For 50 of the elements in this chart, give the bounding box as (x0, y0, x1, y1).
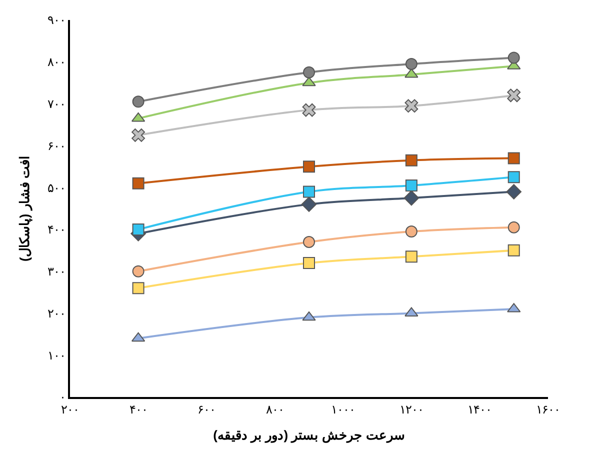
y-tick-label: ۸۰۰ (48, 55, 66, 70)
x-tick-label: ۴۰۰ (129, 402, 148, 416)
point (302, 76, 316, 86)
point (405, 58, 418, 70)
point (508, 171, 520, 184)
y-tick-label: ۶۰۰ (48, 138, 66, 153)
point (405, 154, 418, 166)
y-tick-label: ۹۰۰ (48, 13, 66, 28)
x-tick-label: ۱۴۰۰ (468, 402, 492, 416)
x-tick-label: ۲۰۰ (61, 402, 79, 416)
point (508, 221, 520, 234)
y-tick-label: ۰ (60, 390, 66, 404)
point (301, 196, 317, 212)
y-axis-title: افت فشار (پاسکال) (17, 156, 34, 262)
point (302, 103, 316, 117)
point (132, 265, 144, 278)
x-tick-label: ۱۰۰۰ (331, 402, 356, 416)
y-tick-label: ۳۰۰ (48, 264, 66, 279)
point (132, 96, 144, 108)
point (508, 244, 520, 256)
x-tick-label: ۶۰۰ (198, 402, 216, 416)
point (404, 68, 418, 78)
point (405, 226, 418, 238)
x-axis-title: سرعت جرخش بستر (دور بر دقیقه) (213, 428, 405, 444)
x-tick-label: ۱۶۰۰ (536, 402, 560, 416)
point (303, 160, 315, 173)
point (404, 190, 420, 206)
y-tick-label: ۵۰۰ (48, 180, 66, 195)
point (508, 52, 520, 64)
point (506, 184, 522, 200)
point (405, 250, 418, 263)
point (507, 88, 521, 102)
point (302, 311, 316, 321)
point (405, 179, 418, 192)
x-tick-label: ۱۲۰۰ (399, 402, 424, 416)
point (303, 236, 315, 248)
point (508, 152, 520, 164)
point (132, 128, 146, 142)
y-tick-label: ۴۰۰ (48, 222, 66, 237)
point (132, 177, 144, 190)
point (132, 223, 144, 236)
point (303, 186, 315, 198)
point (132, 282, 144, 294)
y-tick-label: ۱۰۰ (48, 348, 66, 362)
y-tick-label: ۲۰۰ (48, 306, 66, 320)
x-tick-label: ۸۰۰ (266, 402, 284, 416)
point (404, 99, 418, 113)
point (303, 256, 315, 269)
y-tick-label: ۷۰۰ (48, 96, 66, 111)
point (303, 66, 315, 78)
